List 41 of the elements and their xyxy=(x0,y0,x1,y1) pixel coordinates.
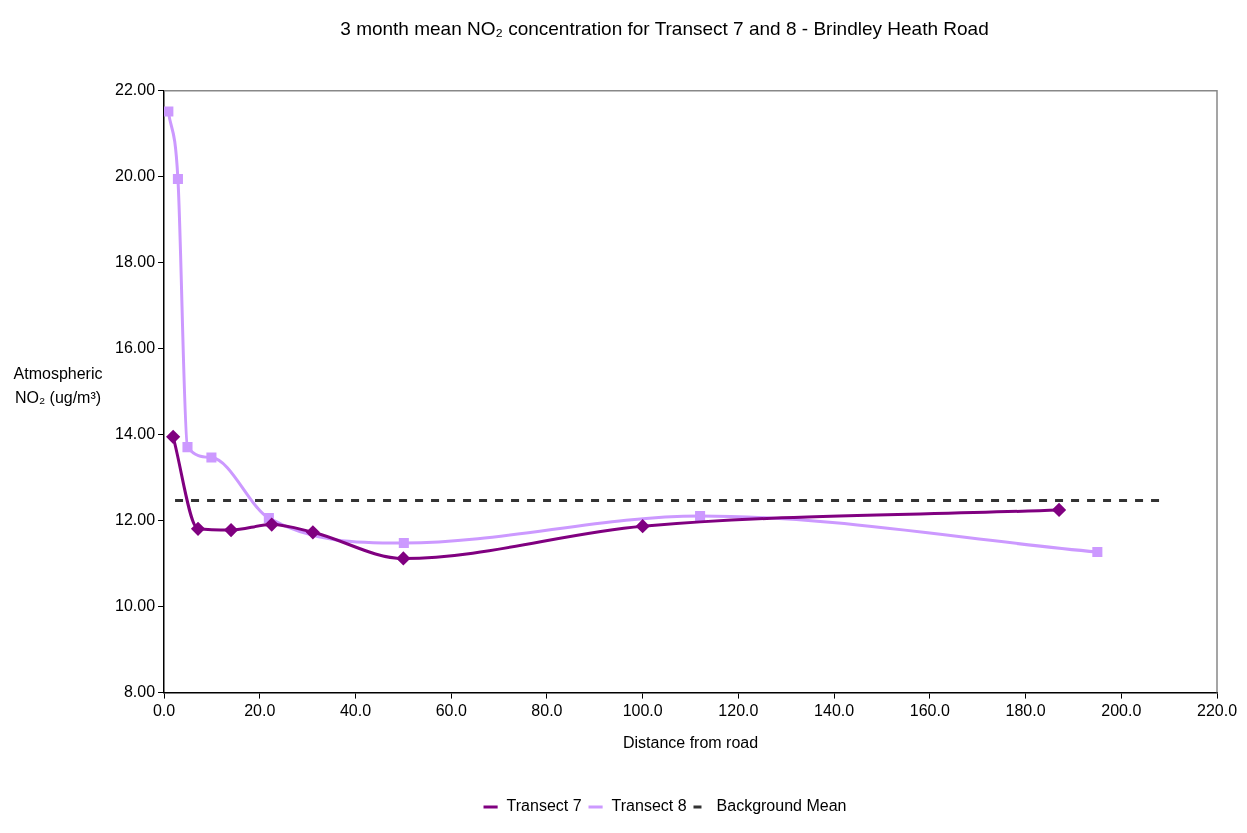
point xyxy=(191,522,205,536)
x-tick-label: 100.0 xyxy=(622,701,663,719)
point xyxy=(265,518,279,532)
y-tick-label: 12.00 xyxy=(114,511,156,529)
legend-label: Background Mean xyxy=(716,797,847,815)
y-tick-label: 14.00 xyxy=(114,425,156,443)
point xyxy=(206,452,217,463)
x-tick-label: 140.0 xyxy=(814,701,855,719)
chart-title: 3 month mean NO₂ concentration for Transect 7 and 8 - Brindley Heath Road xyxy=(340,17,989,39)
y-axis-title: Atmospheric NO₂ (ug/m³) xyxy=(13,365,103,407)
y-tick-label: 18.00 xyxy=(114,253,156,271)
x-tick-label: 200.0 xyxy=(1101,701,1142,719)
x-tick-label: 180.0 xyxy=(1005,701,1046,719)
point xyxy=(172,173,183,184)
y-tick-label: 8.00 xyxy=(123,683,156,701)
point xyxy=(164,106,174,117)
y-tick-label: 22.00 xyxy=(114,81,156,99)
x-tick-label: 80.0 xyxy=(531,701,563,719)
x-tick-label: 220.0 xyxy=(1196,701,1238,719)
legend-label: Transect 7 xyxy=(506,797,582,815)
point xyxy=(396,551,410,565)
y-tick-label: 16.00 xyxy=(114,339,156,357)
point xyxy=(1092,547,1103,558)
point xyxy=(636,519,650,533)
x-tick-label: 60.0 xyxy=(435,701,467,719)
y-tick-label: 20.00 xyxy=(114,167,156,185)
x-tick-label: 20.0 xyxy=(244,701,276,719)
x-tick-label: 40.0 xyxy=(339,701,372,719)
point xyxy=(306,525,320,539)
point xyxy=(182,442,193,453)
point xyxy=(224,523,238,537)
point xyxy=(166,430,180,444)
y-tick-label: 10.00 xyxy=(114,597,156,615)
x-tick-label: 160.0 xyxy=(909,701,950,719)
point xyxy=(398,537,409,549)
point xyxy=(695,510,706,521)
legend-label: Transect 8 xyxy=(611,797,687,815)
x-tick-label: 120.0 xyxy=(718,701,759,719)
x-tick-label: 0.0 xyxy=(152,701,176,719)
x-axis-title: Distance from road xyxy=(622,733,759,751)
point xyxy=(1052,503,1066,517)
